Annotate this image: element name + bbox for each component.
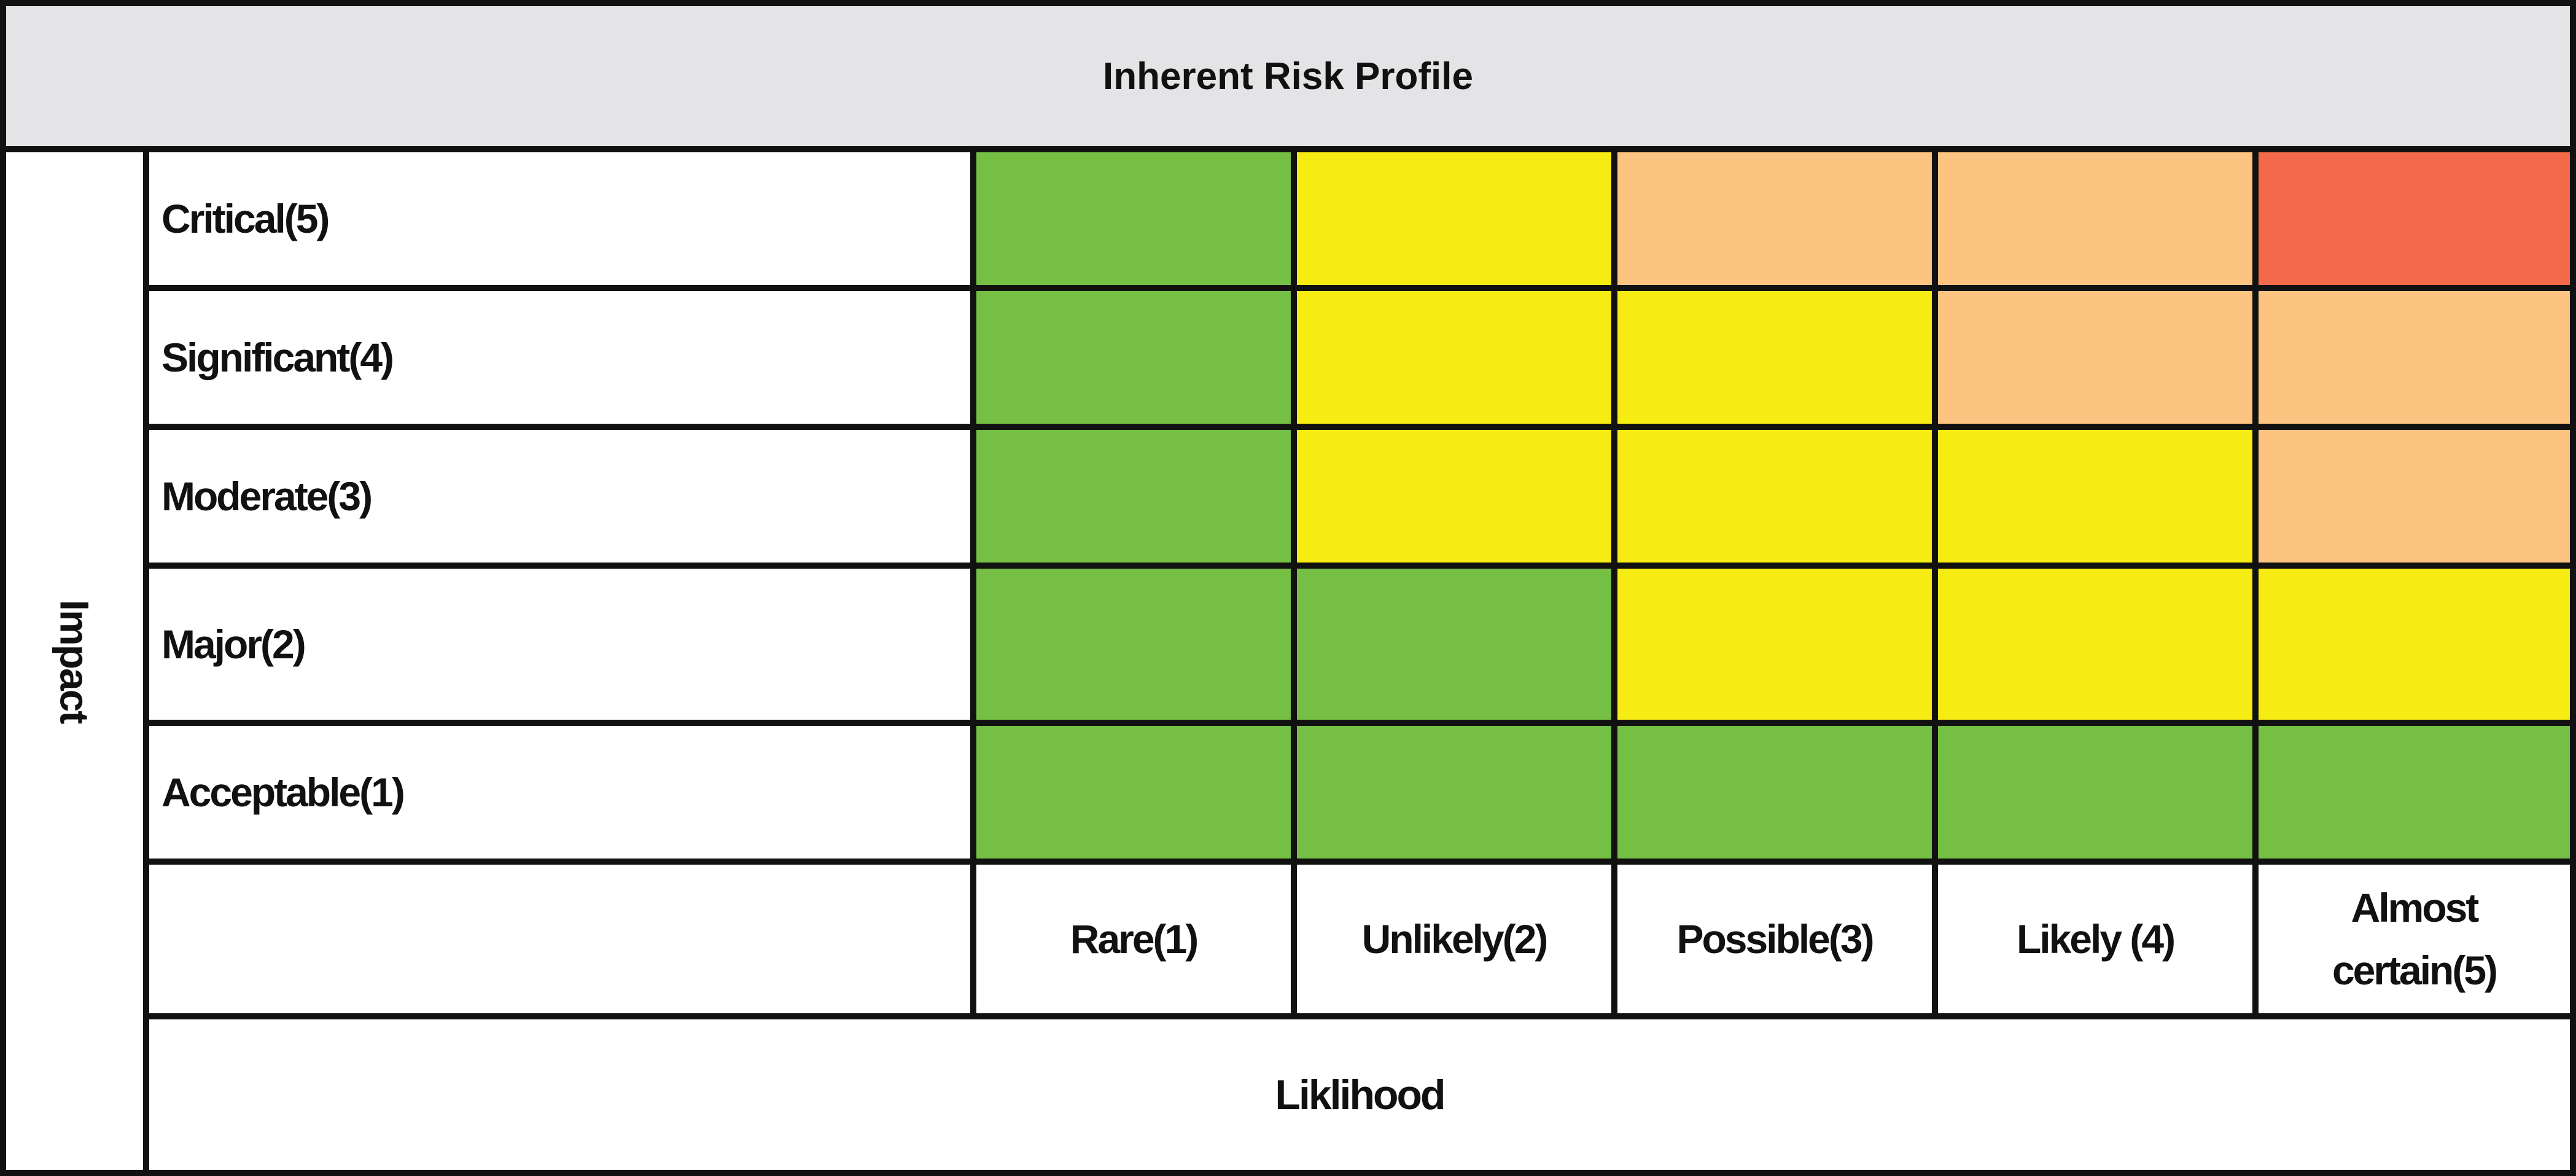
risk-cell-yellow	[1291, 285, 1617, 430]
likelihood-column-label: Unlikely(2)	[1291, 859, 1617, 1019]
risk-cell-green	[1932, 720, 2259, 865]
risk-cell-orange	[1932, 146, 2259, 291]
risk-cell-yellow	[1611, 424, 1938, 569]
risk-cell-orange	[2252, 424, 2576, 569]
likelihood-column-label: Likely (4)	[1932, 859, 2259, 1019]
risk-cell-green	[1291, 720, 1617, 865]
risk-cell-yellow	[1291, 424, 1617, 569]
risk-cell-orange	[2252, 285, 2576, 430]
risk-cell-yellow	[1291, 146, 1617, 291]
likelihood-axis-label: Liklihood	[143, 1013, 2576, 1176]
matrix-title: Inherent Risk Profile	[0, 0, 2576, 152]
impact-row-label: Significant(4)	[143, 285, 976, 430]
likelihood-column-label: Possible(3)	[1611, 859, 1938, 1019]
risk-cell-yellow	[1932, 563, 2259, 726]
likelihood-column-label: Rare(1)	[970, 859, 1297, 1019]
risk-cell-yellow	[1611, 285, 1938, 430]
risk-cell-green	[970, 146, 1297, 291]
risk-cell-yellow	[1611, 563, 1938, 726]
risk-cell-green	[970, 285, 1297, 430]
impact-axis-label: Impact	[0, 146, 149, 1176]
risk-cell-green	[1611, 720, 1938, 865]
risk-cell-green	[970, 720, 1297, 865]
risk-cell-green	[2252, 720, 2576, 865]
likelihood-axis-text: Liklihood	[1275, 1071, 1446, 1118]
risk-cell-yellow	[1932, 424, 2259, 569]
impact-row-label: Moderate(3)	[143, 424, 976, 569]
impact-row-label: Major(2)	[143, 563, 976, 726]
likelihood-column-label: Almost certain(5)	[2252, 859, 2576, 1019]
risk-cell-orange	[1611, 146, 1938, 291]
risk-cell-yellow	[2252, 563, 2576, 726]
corner-blank-cell	[143, 859, 976, 1019]
impact-axis-text: Impact	[52, 599, 98, 723]
risk-cell-red	[2252, 146, 2576, 291]
risk-cell-green	[1291, 563, 1617, 726]
risk-cell-green	[970, 424, 1297, 569]
risk-cell-orange	[1932, 285, 2259, 430]
impact-row-label: Acceptable(1)	[143, 720, 976, 865]
matrix-title-text: Inherent Risk Profile	[1103, 55, 1473, 98]
risk-cell-green	[970, 563, 1297, 726]
impact-row-label: Critical(5)	[143, 146, 976, 291]
